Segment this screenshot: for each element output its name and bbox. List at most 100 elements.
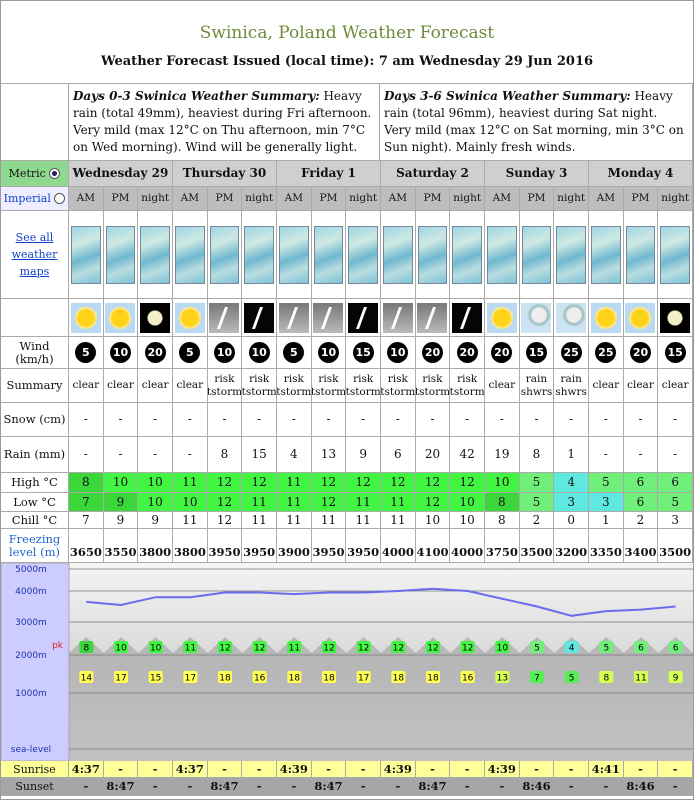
temp-badge: [287, 641, 302, 653]
sunrise-value: -: [623, 761, 659, 778]
snow-value: -: [450, 403, 485, 437]
high-value: 6: [658, 473, 693, 493]
temp-badge-value: 17: [115, 674, 126, 684]
rain-value: 20: [415, 437, 451, 473]
period-header: PM: [415, 187, 451, 211]
radio-checked[interactable]: [49, 168, 61, 179]
temp-badge-value: 16: [462, 674, 474, 684]
sunset-value: -: [242, 778, 277, 796]
weather-icon-cell: [554, 299, 589, 337]
sunrise-value: -: [554, 761, 589, 778]
map-image[interactable]: [348, 225, 378, 284]
rain-value: -: [623, 437, 659, 473]
map-image[interactable]: [660, 225, 690, 284]
imperial-option[interactable]: Imperial: [1, 187, 69, 211]
map-image[interactable]: [244, 225, 274, 284]
temp-badge: [252, 641, 267, 653]
radio[interactable]: [54, 193, 66, 204]
wind-speed: 20: [629, 342, 651, 363]
weather-icon-cell: [623, 299, 659, 337]
sunrise-value: -: [103, 761, 139, 778]
weather-map: [415, 211, 451, 299]
map-image[interactable]: [383, 225, 413, 284]
maps-link[interactable]: See all weather maps: [11, 231, 58, 278]
wind-cell: 20: [138, 337, 173, 369]
sunrise-value: -: [658, 761, 693, 778]
sunset-value: -: [277, 778, 312, 796]
map-image[interactable]: [313, 225, 344, 284]
temp-badge-value: 18: [219, 674, 231, 684]
snow-value: -: [103, 403, 139, 437]
weather-icon: [209, 302, 240, 333]
weather-icon-cell: [69, 299, 104, 337]
chill-value: 11: [346, 512, 381, 529]
y-tick-label: 3000m: [15, 618, 47, 628]
y-tick-label: 2000m: [15, 651, 47, 661]
high-value: 5: [589, 473, 624, 493]
weather-map: [450, 211, 485, 299]
rain-value: -: [658, 437, 693, 473]
map-image[interactable]: [417, 225, 448, 284]
low-value: 12: [207, 493, 243, 512]
wind-cell: 10: [242, 337, 277, 369]
sunrise-value: 4:41: [589, 761, 624, 778]
wind-speed: 10: [213, 342, 235, 363]
temp-badge-value: 18: [427, 674, 439, 684]
temp-badge: [218, 641, 232, 653]
temp-badge-value: 5: [534, 644, 540, 654]
period-header: AM: [589, 187, 624, 211]
chill-value: 2: [519, 512, 555, 529]
map-image[interactable]: [71, 225, 101, 284]
map-image[interactable]: [175, 225, 205, 284]
temp-badge: [391, 671, 406, 683]
temp-badge-value: 12: [393, 644, 404, 654]
weather-icon-cell: [277, 299, 312, 337]
low-value: 11: [381, 493, 416, 512]
map-image[interactable]: [105, 225, 136, 284]
wind-cell: 20: [623, 337, 659, 369]
snow-value: -: [173, 403, 208, 437]
day-header: Thursday 30: [173, 161, 277, 187]
temp-badge: [183, 671, 198, 683]
map-image[interactable]: [279, 225, 309, 284]
chill-value: 10: [415, 512, 451, 529]
wind-cell: 20: [450, 337, 485, 369]
temp-badge-value: 9: [673, 674, 679, 684]
temp-badge: [460, 641, 475, 653]
map-image[interactable]: [625, 225, 656, 284]
weather-icon-cell: [381, 299, 416, 337]
sunset-value: -: [138, 778, 173, 796]
wind-speed: 5: [75, 342, 97, 363]
low-value: 10: [138, 493, 173, 512]
map-image[interactable]: [140, 225, 170, 284]
weather-icon: [452, 302, 483, 333]
header: Swinica, Poland Weather Forecast Weather…: [1, 1, 693, 84]
weather-icon: [140, 302, 171, 333]
map-image[interactable]: [591, 225, 621, 284]
wind-speed: 15: [525, 342, 547, 363]
sunset-value: -: [346, 778, 381, 796]
y-tick-label: sea-level: [11, 745, 51, 755]
metric-option[interactable]: Metric: [1, 161, 69, 187]
temp-badge-value: 12: [358, 644, 369, 654]
temp-badge: [599, 671, 614, 683]
rain-value: 19: [485, 437, 520, 473]
map-image[interactable]: [487, 225, 517, 284]
wind-cell: 5: [69, 337, 104, 369]
freezing-value: 3650: [69, 529, 104, 563]
wind-speed: 10: [109, 342, 131, 363]
wind-cell: 5: [173, 337, 208, 369]
map-image[interactable]: [209, 225, 240, 284]
high-value: 12: [381, 473, 416, 493]
temp-badge-value: 4: [569, 644, 575, 654]
summary-box: Days 3-6 Swinica Weather Summary: Heavy …: [380, 83, 693, 161]
map-image[interactable]: [521, 225, 552, 284]
map-image[interactable]: [452, 225, 482, 284]
wind-cell: 10: [311, 337, 347, 369]
blank-cell: [1, 299, 69, 337]
snow-value: -: [242, 403, 277, 437]
snow-value: -: [658, 403, 693, 437]
freezing-value: 3950: [311, 529, 347, 563]
map-image[interactable]: [556, 225, 586, 284]
